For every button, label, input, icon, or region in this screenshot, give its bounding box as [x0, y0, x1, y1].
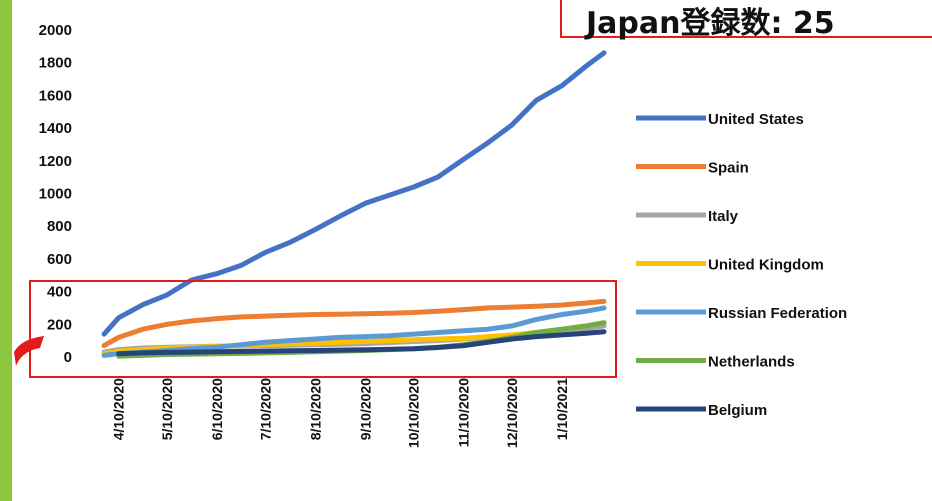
x-tick-label: 4/10/2020: [111, 378, 127, 440]
callout-text: Japan登録数: 25: [586, 6, 835, 41]
legend-label: United Kingdom: [708, 257, 824, 274]
legend-label: Spain: [708, 160, 749, 177]
y-axis: 0 200 400 600 800 1000 1200 1400 1600 1800 2000: [39, 22, 72, 366]
legend-label: United States: [708, 111, 804, 128]
x-tick-label: 8/10/2020: [307, 378, 323, 440]
left-accent-bar: [0, 0, 12, 501]
x-tick-label: 7/10/2020: [257, 378, 273, 440]
legend-label: Netherlands: [708, 354, 795, 371]
series-lines: [101, 50, 607, 359]
japan-registration-callout: Japan登録数: 25: [560, 0, 932, 41]
legend-label: Italy: [708, 208, 739, 225]
y-tick-label: 2000: [39, 22, 72, 39]
x-tick-label: 5/10/2020: [159, 378, 175, 440]
x-tick-label: 6/10/2020: [209, 378, 225, 440]
x-tick-label: 10/10/2020: [406, 378, 422, 448]
highlight-box-group: [14, 280, 617, 378]
highlight-box: [29, 280, 617, 378]
legend: United States Spain Italy United Kingdom Rus…: [636, 111, 847, 419]
x-axis: 4/10/2020 5/10/2020 6/10/2020 7/10/2020 8/10…: [111, 378, 570, 448]
legend-label: Russian Federation: [708, 305, 847, 322]
y-tick-label: 0: [64, 349, 72, 366]
y-tick-label: 1400: [39, 120, 72, 137]
series-line: [101, 298, 607, 349]
legend-label: Belgium: [708, 402, 767, 419]
series-line: [116, 329, 607, 357]
x-tick-label: 1/10/2021: [554, 378, 570, 440]
series-line: [101, 305, 607, 358]
x-tick-label: 12/10/2020: [504, 378, 520, 448]
x-tick-label: 9/10/2020: [357, 378, 373, 440]
y-tick-label: 1000: [39, 186, 72, 203]
y-tick-label: 1800: [39, 55, 72, 72]
y-tick-label: 400: [47, 284, 72, 301]
y-tick-label: 800: [47, 218, 72, 235]
highlight-pointer: [14, 336, 44, 366]
y-tick-label: 1200: [39, 153, 72, 170]
y-tick-label: 1600: [39, 87, 72, 104]
x-tick-label: 11/10/2020: [456, 378, 472, 448]
y-tick-label: 200: [47, 316, 72, 333]
y-tick-label: 600: [47, 251, 72, 268]
series-line: [101, 50, 607, 337]
